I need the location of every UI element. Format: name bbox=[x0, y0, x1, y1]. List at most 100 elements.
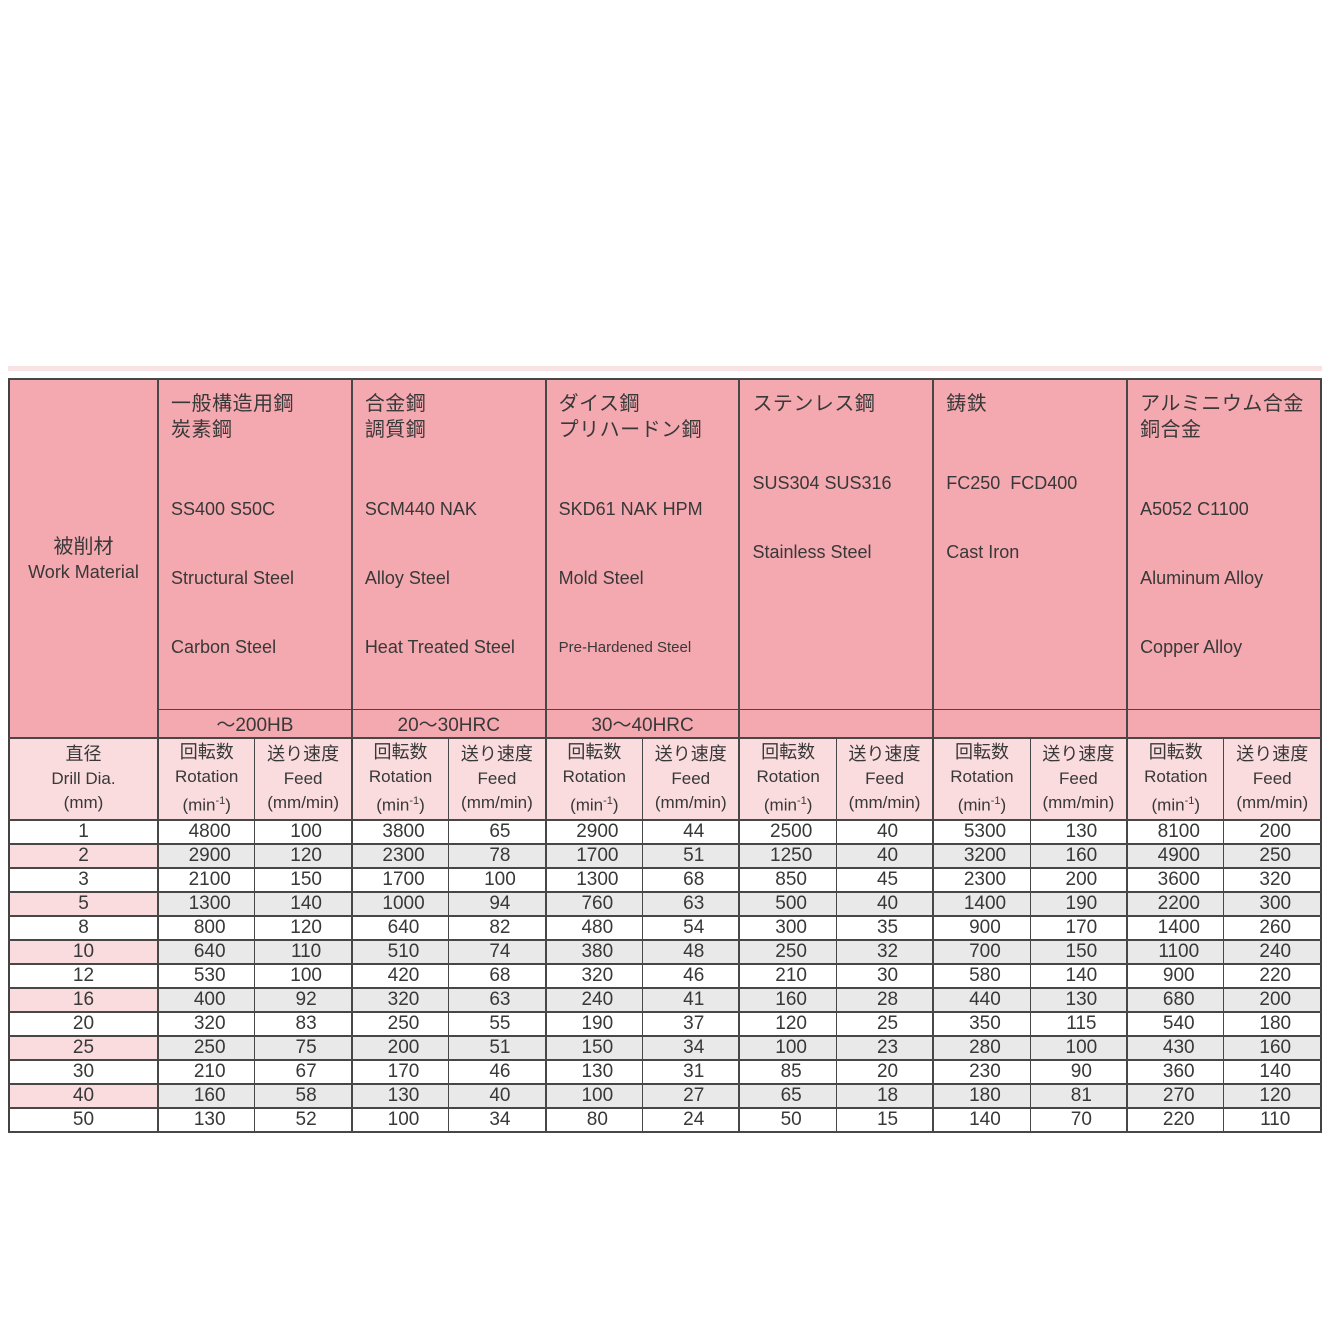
rotation-cell: 85 bbox=[738, 1058, 837, 1085]
rotation-cell: 250 bbox=[738, 938, 837, 965]
rotation-cell: 200 bbox=[350, 1034, 450, 1061]
column-header-row: 直径 Drill Dia. (mm) 回転数 Rotation (min-1) 送り速… bbox=[8, 737, 1322, 821]
material-name-jp: ステンレス鋼 bbox=[752, 393, 876, 415]
rotation-cell: 1250 bbox=[738, 842, 837, 869]
work-material-label-en: Work Material bbox=[28, 561, 139, 582]
rotation-cell: 180 bbox=[932, 1082, 1031, 1109]
table-row: 1 4800 100 3800 65 2900 44 2500 40 5300 130 8100 200 bbox=[8, 818, 1322, 845]
feed-cell: 150 bbox=[1029, 938, 1128, 965]
hardness-row: ～200HB 20～30HRC 30～40HRC bbox=[9, 709, 1322, 739]
rotation-column-header: 回転数 Rotation (min-1) bbox=[1126, 737, 1225, 821]
feed-cell: 63 bbox=[448, 986, 547, 1013]
drill-dia-cell: 40 bbox=[8, 1082, 159, 1109]
table-row: 3 2100 150 1700 100 1300 68 850 45 2300 200 3600 320 bbox=[8, 866, 1322, 893]
rotation-column-header: 回転数 Rotation (min-1) bbox=[932, 737, 1031, 821]
feed-cell: 94 bbox=[448, 890, 547, 917]
feed-cell: 100 bbox=[254, 962, 353, 989]
feed-cell: 74 bbox=[448, 938, 547, 965]
rotation-cell: 250 bbox=[350, 1010, 450, 1037]
feed-cell: 250 bbox=[1223, 842, 1322, 869]
feed-cell: 23 bbox=[835, 1034, 934, 1061]
rotation-cell: 280 bbox=[932, 1034, 1031, 1061]
rotation-cell: 140 bbox=[932, 1106, 1031, 1133]
feed-cell: 45 bbox=[835, 866, 934, 893]
feed-cell: 58 bbox=[254, 1082, 353, 1109]
rotation-cell: 680 bbox=[1126, 986, 1225, 1013]
rotation-cell: 420 bbox=[350, 962, 450, 989]
rotation-cell: 2200 bbox=[1126, 890, 1225, 917]
rotation-cell: 4800 bbox=[157, 818, 256, 845]
feed-cell: 46 bbox=[642, 962, 740, 989]
rotation-column-header: 回転数 Rotation (min-1) bbox=[350, 737, 450, 821]
material-header-cast-iron: 鋳鉄 FC250 FCD400 Cast Iron bbox=[932, 378, 1128, 710]
feed-cell: 67 bbox=[254, 1058, 353, 1085]
rotation-cell: 160 bbox=[738, 986, 837, 1013]
rotation-cell: 3800 bbox=[350, 818, 450, 845]
table-row: 10 640 110 510 74 380 48 250 32 700 150 1100 240 bbox=[8, 938, 1322, 965]
feed-cell: 28 bbox=[835, 986, 934, 1013]
material-name-jp: ダイス鋼 プリハードン鋼 bbox=[558, 393, 703, 441]
table-row: 12 530 100 420 68 320 46 210 30 580 140 900 220 bbox=[8, 962, 1322, 989]
rotation-cell: 510 bbox=[350, 938, 450, 965]
feed-cell: 92 bbox=[254, 986, 353, 1013]
rotation-cell: 2500 bbox=[738, 818, 837, 845]
rotation-cell: 1300 bbox=[157, 890, 256, 917]
material-header-stainless-steel: ステンレス鋼 SUS304 SUS316 Stainless Steel bbox=[738, 378, 934, 710]
material-name-en: A5052 C1100 Aluminum Alloy Copper Alloy bbox=[1140, 499, 1264, 657]
rotation-cell: 2100 bbox=[157, 866, 256, 893]
rotation-cell: 210 bbox=[157, 1058, 256, 1085]
drill-dia-cell: 30 bbox=[8, 1058, 159, 1085]
feed-cell: 40 bbox=[835, 890, 934, 917]
feed-cell: 100 bbox=[1029, 1034, 1128, 1061]
drill-dia-cell: 10 bbox=[8, 938, 159, 965]
feed-cell: 130 bbox=[1029, 818, 1128, 845]
rotation-cell: 350 bbox=[932, 1010, 1031, 1037]
feed-cell: 52 bbox=[254, 1106, 353, 1133]
feed-cell: 34 bbox=[642, 1034, 740, 1061]
material-name-en: SCM440 NAK Alloy Steel Heat Treated Stee… bbox=[364, 499, 515, 657]
work-material-header: 被削材 Work Material bbox=[8, 378, 159, 739]
feed-cell: 190 bbox=[1029, 890, 1128, 917]
feed-cell: 170 bbox=[1029, 914, 1128, 941]
table-row: 8 800 120 640 82 480 54 300 35 900 170 1400 260 bbox=[8, 914, 1322, 941]
material-name-jp: アルミニウム合金 銅合金 bbox=[1140, 393, 1304, 441]
rotation-column-header: 回転数 Rotation (min-1) bbox=[157, 737, 256, 821]
feed-cell: 100 bbox=[254, 818, 353, 845]
rotation-cell: 100 bbox=[544, 1082, 644, 1109]
feed-column-header: 送り速度 Feed (mm/min) bbox=[448, 737, 547, 821]
table-row: 50 130 52 100 34 80 24 50 15 140 70 220 110 bbox=[8, 1106, 1322, 1133]
feed-cell: 27 bbox=[642, 1082, 740, 1109]
feed-cell: 20 bbox=[835, 1058, 934, 1085]
rotation-cell: 440 bbox=[932, 986, 1031, 1013]
feed-cell: 82 bbox=[448, 914, 547, 941]
rotation-cell: 850 bbox=[738, 866, 837, 893]
table-row: 2 2900 120 2300 78 1700 51 1250 40 3200 160 4900 250 bbox=[8, 842, 1322, 869]
rotation-cell: 2900 bbox=[544, 818, 644, 845]
material-header-structural-carbon-steel: 一般構造用鋼 炭素鋼 SS400 S50C Structural Steel C… bbox=[157, 378, 353, 710]
rotation-cell: 320 bbox=[157, 1010, 256, 1037]
rotation-cell: 220 bbox=[1126, 1106, 1225, 1133]
feed-cell: 25 bbox=[835, 1010, 934, 1037]
feed-cell: 63 bbox=[642, 890, 740, 917]
rotation-cell: 170 bbox=[350, 1058, 450, 1085]
feed-cell: 68 bbox=[448, 962, 547, 989]
drill-dia-cell: 1 bbox=[8, 818, 159, 845]
drill-dia-cell: 2 bbox=[8, 842, 159, 869]
rotation-cell: 5300 bbox=[932, 818, 1031, 845]
table-row: 30 210 67 170 46 130 31 85 20 230 90 360 140 bbox=[8, 1058, 1322, 1085]
feed-cell: 180 bbox=[1223, 1010, 1322, 1037]
feed-cell: 115 bbox=[1029, 1010, 1128, 1037]
rotation-cell: 4900 bbox=[1126, 842, 1225, 869]
material-header-row: 被削材 Work Material 一般構造用鋼 炭素鋼 SS400 S50C … bbox=[8, 378, 1322, 739]
rotation-cell: 580 bbox=[932, 962, 1031, 989]
drilling-conditions-table: 被削材 Work Material 一般構造用鋼 炭素鋼 SS400 S50C … bbox=[8, 378, 1322, 1133]
material-name-en: SUS304 SUS316 Stainless Steel bbox=[752, 473, 892, 562]
feed-cell: 55 bbox=[448, 1010, 547, 1037]
feed-cell: 34 bbox=[448, 1106, 547, 1133]
material-header-alloy-steel: 合金鋼 調質鋼 SCM440 NAK Alloy Steel Heat Trea… bbox=[350, 378, 547, 710]
feed-cell: 320 bbox=[1223, 866, 1322, 893]
feed-cell: 48 bbox=[642, 938, 740, 965]
rotation-cell: 250 bbox=[157, 1034, 256, 1061]
feed-cell: 160 bbox=[1223, 1034, 1322, 1061]
